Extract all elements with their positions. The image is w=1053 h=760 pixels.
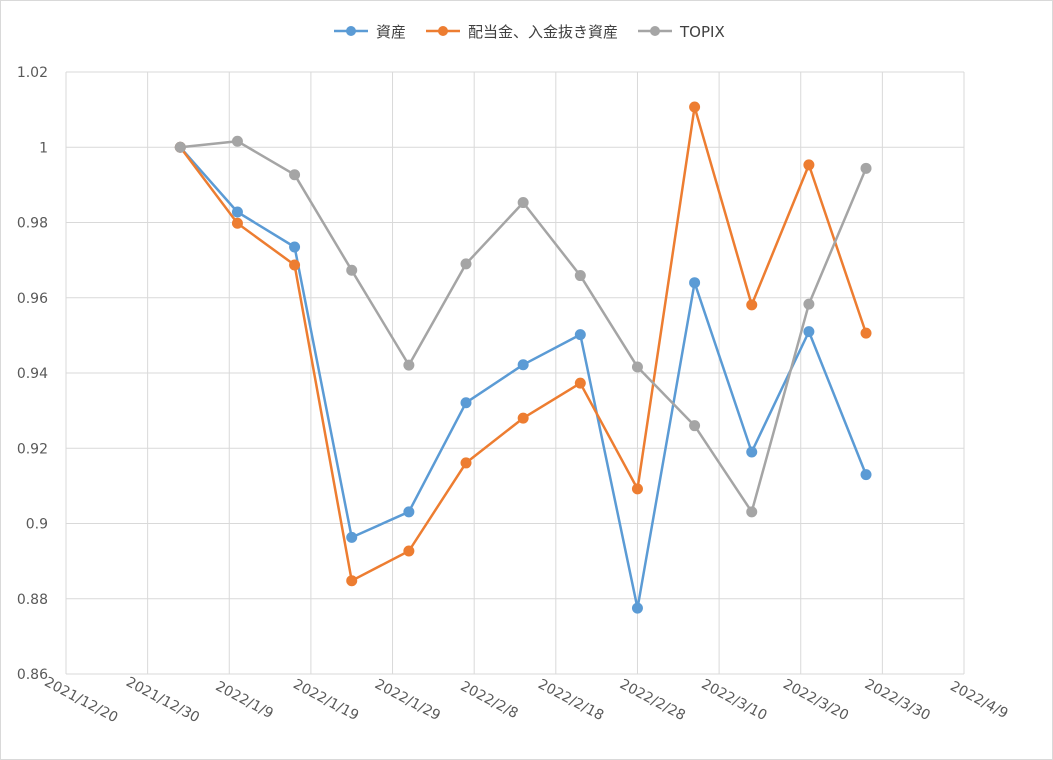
x-tick-label: 2022/1/29 [372, 676, 443, 724]
data-point [803, 159, 815, 171]
data-point [574, 270, 586, 282]
y-tick-label: 0.88 [17, 592, 48, 608]
y-tick-label: 1 [39, 140, 48, 156]
series-3 [174, 135, 872, 518]
series-line [179, 146, 868, 610]
x-tick-label: 2021/12/30 [123, 674, 202, 726]
gridlines [65, 71, 965, 675]
data-point [517, 197, 529, 209]
legend-label: TOPIX [679, 23, 725, 41]
data-point [803, 326, 815, 338]
data-point [689, 101, 701, 113]
legend-label: 配当金、入金抜き資産 [468, 23, 618, 41]
data-point [746, 299, 758, 311]
x-tick-label: 2022/1/9 [213, 678, 276, 722]
data-point [746, 506, 758, 518]
data-point [403, 545, 415, 557]
series-line [180, 139, 868, 514]
data-point [860, 162, 872, 174]
legend-label: 資産 [376, 23, 406, 41]
x-tick-label: 2022/3/10 [699, 676, 770, 724]
data-point [574, 377, 586, 389]
legend-item: TOPIX [638, 23, 725, 41]
y-tick-label: 0.9 [26, 517, 48, 533]
x-tick-label: 2022/3/20 [780, 676, 851, 724]
series-1 [174, 141, 872, 614]
data-point [631, 483, 643, 495]
x-tick-label: 2022/2/18 [535, 676, 606, 724]
legend-item: 資産 [334, 23, 406, 41]
data-point [403, 359, 415, 371]
legend-swatch-marker [346, 26, 356, 36]
data-point [631, 602, 643, 614]
x-tick-label: 2022/4/9 [947, 678, 1010, 722]
data-point [860, 469, 872, 481]
data-point [689, 277, 701, 289]
data-point [346, 575, 358, 587]
data-point [289, 241, 301, 253]
y-tick-label: 0.98 [17, 216, 48, 232]
data-point [574, 329, 586, 341]
data-point [231, 206, 243, 218]
data-point [460, 397, 472, 409]
y-tick-label: 0.94 [17, 366, 48, 382]
y-tick-label: 0.86 [17, 667, 48, 683]
x-tick-label: 2021/12/20 [42, 674, 121, 726]
x-tick-label: 2022/2/28 [617, 676, 688, 724]
x-tick-label: 2022/1/19 [290, 676, 361, 724]
data-point [860, 327, 872, 339]
y-tick-label: 0.96 [17, 291, 48, 307]
x-tick-label: 2022/3/30 [862, 676, 933, 724]
data-point [231, 217, 243, 229]
legend-swatch-marker [650, 26, 660, 36]
data-point [460, 258, 472, 270]
data-point [174, 141, 186, 153]
legend-swatch-marker [438, 26, 448, 36]
data-point [346, 531, 358, 543]
data-point [231, 135, 243, 147]
data-point [289, 169, 301, 181]
legend: 資産 配当金、入金抜き資産 TOPIX [334, 23, 725, 41]
y-tick-label: 0.92 [17, 441, 48, 457]
data-point [689, 420, 701, 432]
data-point [346, 264, 358, 276]
legend-item: 配当金、入金抜き資産 [426, 23, 618, 41]
data-point [517, 359, 529, 371]
series-line [179, 105, 868, 582]
data-point [631, 361, 643, 373]
data-point [746, 446, 758, 458]
series-2 [174, 101, 872, 587]
data-point [289, 259, 301, 271]
x-tick-label: 2022/2/8 [458, 678, 521, 722]
data-point [403, 506, 415, 518]
data-point [517, 412, 529, 424]
y-tick-label: 1.02 [17, 65, 48, 81]
data-point [460, 457, 472, 469]
data-point [803, 298, 815, 310]
